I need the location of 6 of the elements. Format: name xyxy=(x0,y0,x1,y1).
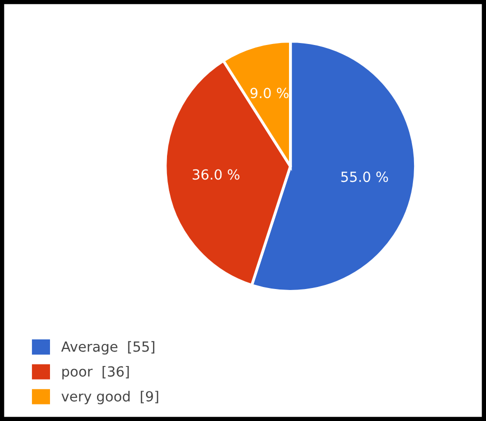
legend-label: poor [36] xyxy=(62,366,129,380)
legend-label: Average [55] xyxy=(61,341,154,355)
data-label: 36.0 % xyxy=(192,169,240,180)
data-label: 55.0 % xyxy=(341,172,388,182)
data-label: 9.0 % xyxy=(250,88,289,98)
legend-label: very good [9] xyxy=(62,390,158,404)
